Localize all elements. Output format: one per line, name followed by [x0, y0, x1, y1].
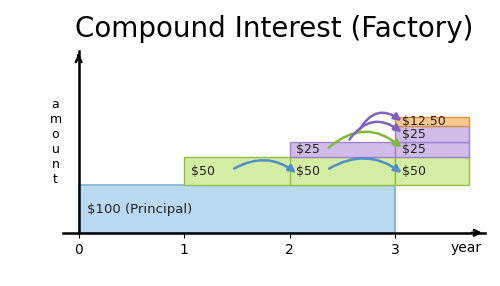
- FancyBboxPatch shape: [184, 157, 396, 186]
- FancyBboxPatch shape: [396, 126, 469, 142]
- Text: $50: $50: [190, 165, 214, 178]
- FancyBboxPatch shape: [396, 142, 469, 157]
- Text: $100 (Principal): $100 (Principal): [87, 203, 192, 216]
- FancyBboxPatch shape: [396, 157, 469, 186]
- FancyBboxPatch shape: [78, 186, 396, 233]
- FancyBboxPatch shape: [290, 157, 396, 186]
- Text: year: year: [450, 241, 482, 255]
- Text: $50: $50: [402, 165, 425, 178]
- Text: $12.50: $12.50: [402, 115, 446, 128]
- Title: Compound Interest (Factory): Compound Interest (Factory): [74, 15, 473, 43]
- Text: $25: $25: [402, 128, 425, 141]
- Text: a
m
o
u
n
t: a m o u n t: [50, 98, 62, 186]
- FancyBboxPatch shape: [396, 117, 469, 126]
- Text: $25: $25: [296, 143, 320, 156]
- Text: $25: $25: [402, 143, 425, 156]
- Text: $50: $50: [296, 165, 320, 178]
- FancyBboxPatch shape: [290, 142, 396, 157]
